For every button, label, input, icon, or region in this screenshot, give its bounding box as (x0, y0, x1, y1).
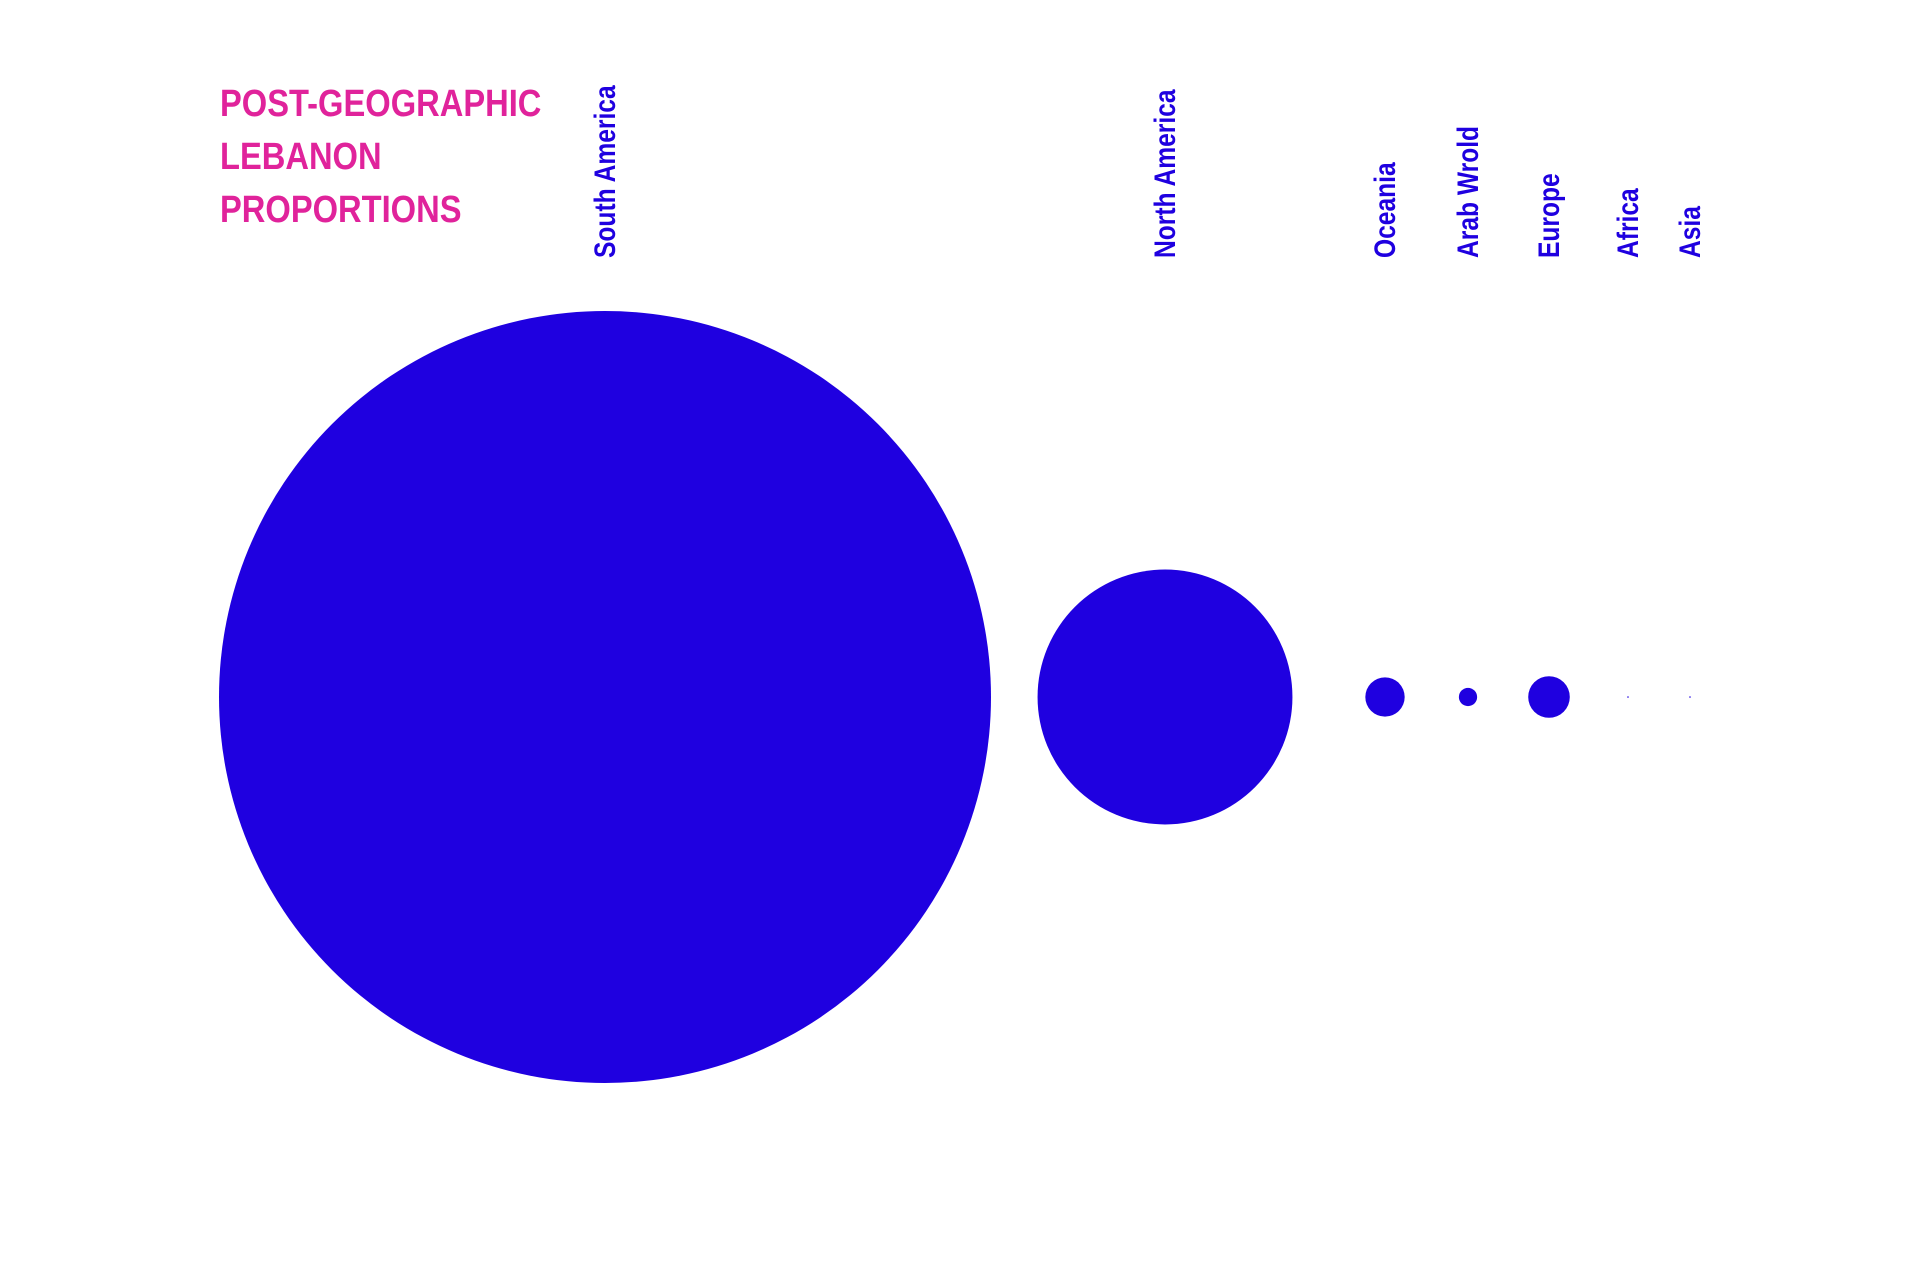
bubble-europe (1528, 676, 1570, 718)
category-label-africa: Africa (1611, 188, 1645, 258)
chart-title: POST-GEOGRAPHIC LEBANON PROPORTIONS (220, 78, 541, 237)
bubble-arab-wrold (1458, 687, 1478, 707)
category-label-europe: Europe (1532, 173, 1566, 258)
title-line-1: POST-GEOGRAPHIC (220, 83, 542, 125)
marks-layer (219, 311, 1691, 1083)
category-label-south-america: South America (588, 85, 622, 258)
category-label-oceania: Oceania (1368, 162, 1402, 258)
category-label-north-america: North America (1148, 89, 1182, 258)
title-line-3: PROPORTIONS (220, 189, 462, 231)
category-label-asia: Asia (1673, 205, 1707, 258)
labels-layer: South America North America Oceania Arab Wr… (588, 85, 1707, 258)
bubble-north-america (1037, 569, 1293, 825)
category-label-arab-wrold: Arab Wrold (1451, 126, 1485, 258)
bubble-oceania (1365, 677, 1405, 717)
bubble-asia (1689, 696, 1691, 698)
bubble-africa (1627, 696, 1629, 698)
title-line-2: LEBANON (220, 136, 382, 178)
bubble-south-america (219, 311, 991, 1083)
